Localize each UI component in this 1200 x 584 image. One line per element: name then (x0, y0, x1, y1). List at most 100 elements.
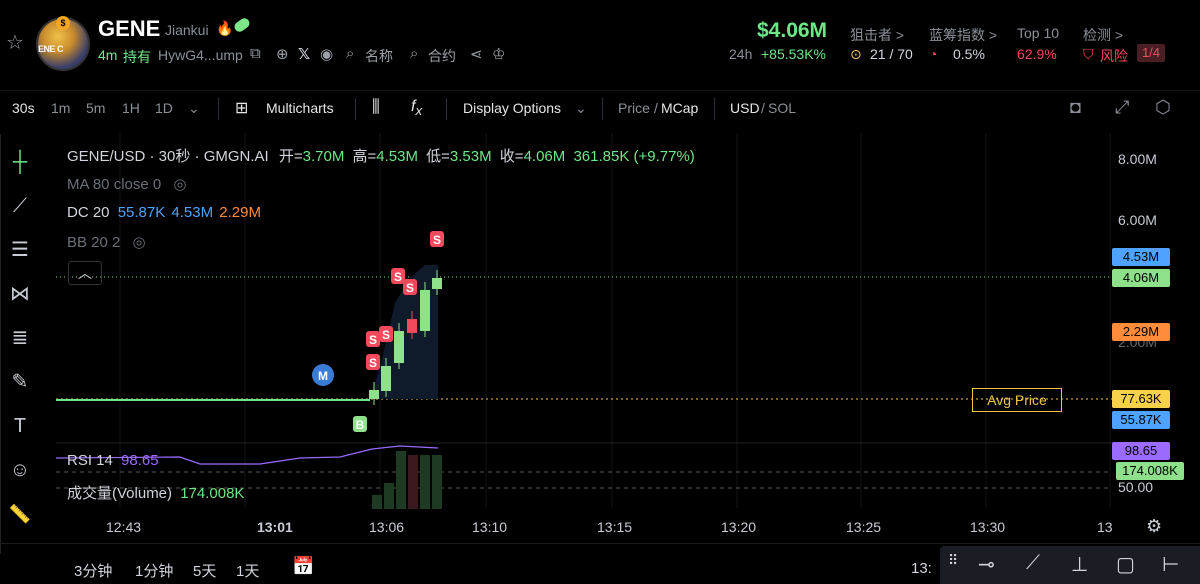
rsi-axis-label: 98.65 (1112, 442, 1170, 460)
mcap-toggle[interactable]: MCap (661, 100, 699, 116)
bluechip-label[interactable]: 蓝筹指数 > (929, 27, 998, 43)
candle (381, 366, 391, 391)
fullscreen-icon[interactable]: ⤢ (1115, 97, 1130, 117)
bottom-divider (0, 543, 1200, 544)
legend-dc-high: 4.53M (171, 204, 214, 221)
eye-off-icon[interactable]: ◎ (132, 234, 146, 251)
trendline-icon[interactable]: ⟋ (13, 195, 27, 217)
search-contract-link[interactable]: 合约 (428, 48, 456, 64)
sell-marker-text: S (382, 328, 390, 342)
legend-dc: DC 20 (67, 204, 110, 221)
search-name-link[interactable]: 名称 (365, 48, 393, 64)
crown-icon[interactable]: ♔ (492, 46, 506, 63)
collapse-legend-button[interactable]: ︿ (68, 261, 102, 285)
candle (394, 331, 404, 363)
search-icon[interactable]: ⌕ (346, 45, 355, 62)
sell-marker-shape (391, 268, 405, 284)
snipers-label[interactable]: 狙击者 > (850, 27, 905, 43)
indicators-fx-icon[interactable]: fx (411, 98, 423, 119)
avg-price-tag: Avg Price (972, 388, 1062, 412)
drag-handle-icon[interactable]: ⠿ (948, 552, 959, 568)
rectangle-icon[interactable]: ▢ (1116, 554, 1135, 576)
legend-rsi: RSI 14 (67, 452, 113, 469)
share-icon[interactable]: ⋖ (470, 46, 483, 63)
settings-gear-icon[interactable]: ⬡ (1155, 97, 1171, 117)
migrate-marker-shape (312, 364, 334, 386)
display-options-button[interactable]: Display Options (463, 100, 562, 116)
interval-1m[interactable]: 1m (51, 100, 71, 116)
range-1min[interactable]: 1分钟 (135, 563, 174, 580)
star-icon[interactable]: ☆ (6, 32, 24, 54)
range-3min[interactable]: 3分钟 (74, 563, 113, 580)
legend-close: 4.06M (523, 148, 566, 165)
date-range-icon[interactable]: ⊢ (1162, 554, 1180, 576)
hlines-icon[interactable]: ☰ (11, 239, 29, 261)
crosshair-icon[interactable]: ┼ (12, 151, 28, 173)
interval-1h[interactable]: 1H (122, 100, 140, 116)
toggle-slash: / (654, 100, 658, 116)
hold-label: 持有 (123, 49, 151, 65)
clock-time[interactable]: 13: (911, 560, 932, 577)
market-cap-price: $4.06M (757, 19, 828, 42)
plus-square-icon[interactable]: ⊞ (235, 100, 249, 117)
volume-bar (432, 455, 442, 509)
migrate-marker-text: M (318, 369, 328, 383)
audit-label[interactable]: 检测 > (1083, 27, 1124, 43)
axis-tick: 50.00 (1118, 479, 1154, 495)
interval-1d[interactable]: 1D (155, 100, 173, 116)
text-tool-icon[interactable]: T (13, 415, 27, 437)
volume-bar (408, 455, 418, 509)
buy-marker-text: B (356, 418, 365, 432)
pattern-icon[interactable]: ⋈ (10, 283, 30, 305)
ruler-icon[interactable]: 📏 (8, 504, 32, 524)
chevron-down-icon[interactable]: ⌄ (575, 100, 587, 116)
sell-marker-text: S (394, 270, 402, 284)
range-5d[interactable]: 5天 (193, 563, 217, 580)
range-1d[interactable]: 1天 (236, 563, 260, 580)
candle (432, 278, 442, 289)
chart-grid (56, 133, 1112, 508)
website-icon[interactable]: ⊕ (276, 46, 289, 63)
legend-symbol: GENE/USD · 30秒 · GMGN.AI (67, 148, 269, 165)
dc-mid-label: 2.29M (1112, 323, 1170, 341)
candle (420, 290, 430, 331)
toolbar-divider (714, 98, 715, 120)
legend-open-label: 开= (278, 148, 303, 165)
sell-marker-text: S (433, 233, 441, 247)
search-contract-icon[interactable]: ⌕ (410, 45, 419, 62)
time-tick: 13:30 (970, 519, 1006, 535)
trendline-icon[interactable]: ⟋ (1026, 552, 1040, 574)
top10-label[interactable]: Top 10 (1017, 25, 1060, 41)
copy-icon[interactable]: ⧉ (250, 45, 261, 62)
volume-bar (420, 455, 430, 509)
fib-icon[interactable]: ≣ (11, 327, 29, 349)
multicharts-button[interactable]: Multicharts (266, 100, 334, 116)
brush-icon[interactable]: ✎ (11, 371, 29, 393)
emoji-icon[interactable]: ☺ (9, 459, 31, 481)
calendar-icon[interactable]: 📅 (292, 556, 315, 576)
snipers-value: 21 / 70 (870, 46, 913, 62)
sell-marker-shape (366, 331, 380, 347)
sol-toggle[interactable]: SOL (768, 100, 797, 116)
legend-high: 4.53M (376, 148, 418, 165)
toolbar-divider (446, 98, 447, 120)
top10-value: 62.9% (1017, 46, 1057, 62)
candles-icon[interactable]: ⫼ (372, 97, 380, 116)
x-twitter-icon[interactable]: 𝕏 (298, 46, 311, 63)
eye-off-icon[interactable]: ◎ (173, 176, 187, 193)
telegram-icon[interactable]: ◉ (320, 46, 334, 63)
interval-5m[interactable]: 5m (86, 100, 106, 116)
camera-icon[interactable]: ◘ (1070, 97, 1081, 117)
risk-value: 风险 (1100, 48, 1128, 64)
interval-30s[interactable]: 30s (12, 100, 35, 116)
contract-address[interactable]: HywG4...ump (158, 47, 243, 63)
chart-settings-icon[interactable]: ⚙ (1146, 516, 1163, 536)
chevron-down-icon[interactable]: ⌄ (188, 100, 200, 116)
horizontal-ray-icon[interactable]: ⊸ (978, 554, 995, 576)
price-toggle[interactable]: Price (618, 100, 650, 116)
token-creator[interactable]: Jiankui (165, 22, 209, 38)
usd-toggle[interactable]: USD (730, 100, 760, 116)
price-range-icon[interactable]: ⊥ (1071, 554, 1089, 576)
toggle-slash: / (761, 100, 765, 116)
